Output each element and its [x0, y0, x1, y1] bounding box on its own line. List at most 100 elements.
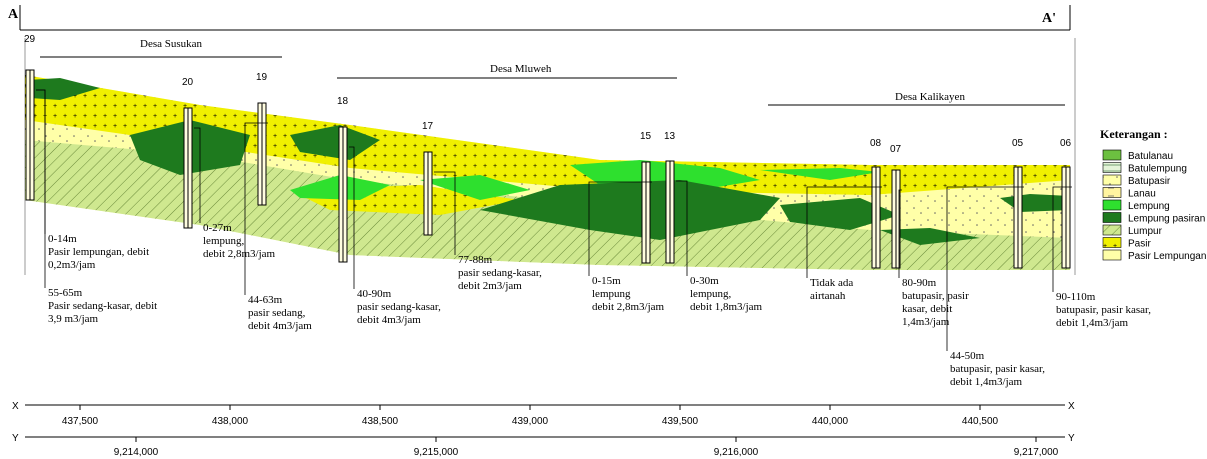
annotation: Tidak ada [810, 277, 853, 289]
annotation: debit 2m3/jam [458, 280, 522, 292]
well-label: 05 [1012, 138, 1024, 149]
annotation: Pasir sedang-kasar, debit [48, 300, 157, 312]
well-label: 29 [24, 34, 36, 45]
layer-lempung [760, 168, 880, 180]
leader-line [898, 189, 902, 278]
annotation: lempung, [690, 288, 731, 300]
legend-swatch [1102, 174, 1122, 186]
annotation: debit 4m3/jam [248, 320, 312, 332]
y-tick-label: 9,217,000 [1014, 447, 1059, 458]
leader-line [676, 180, 688, 276]
leader-line [1052, 186, 1072, 292]
annotation: 1,4m3/jam [902, 316, 950, 328]
village-label: Desa Susukan [140, 38, 203, 50]
section-start: A [8, 7, 19, 22]
annotation: pasir sedang, [248, 307, 306, 319]
y-axis-label: Y [12, 433, 19, 444]
x-tick-label: 439,500 [662, 416, 699, 427]
legend-swatch [1102, 237, 1122, 248]
legend-swatch [1102, 249, 1122, 261]
legend-swatch [1102, 199, 1122, 211]
annotation: 3,9 m3/jam [48, 313, 99, 325]
x-tick-label: 437,500 [62, 416, 99, 427]
legend-swatch [1102, 212, 1122, 223]
annotation: 90-110m [1056, 291, 1096, 303]
annotation: debit 1,4m3/jam [1056, 317, 1129, 329]
annotation: 77-88m [458, 254, 493, 266]
annotation: 40-90m [357, 288, 392, 300]
layer-pasir [25, 75, 1070, 195]
annotation: 0-14m [48, 233, 77, 245]
legend-item: Pasir [1128, 239, 1151, 250]
leader-line [434, 171, 456, 255]
well-label: 15 [640, 131, 652, 142]
annotation: 55-65m [48, 287, 83, 299]
legend-item: Lanau [1128, 189, 1156, 200]
annotation: 0-30m [690, 275, 719, 287]
legend-item: Lempung [1128, 201, 1170, 212]
annotation: 0-15m [592, 275, 621, 287]
layer-lempung [420, 175, 530, 200]
leader-line [946, 186, 1024, 351]
legend-swatch [1102, 224, 1122, 236]
legend-swatch [1102, 162, 1122, 173]
leader-line [194, 127, 201, 223]
leader-line [349, 146, 355, 289]
annotation: kasar, debit [902, 303, 952, 315]
well-label: 18 [337, 96, 349, 107]
well-label: 06 [1060, 138, 1072, 149]
well-label: 13 [664, 131, 676, 142]
layer-lempung-pasiran [480, 180, 780, 240]
x-axis-label: X [12, 401, 19, 412]
legend-swatch [1102, 187, 1122, 198]
leader-line [806, 186, 882, 278]
layer-lempung-pasiran [880, 228, 980, 245]
annotation: 0-27m [203, 222, 232, 234]
legend-item: Batulempung [1128, 164, 1187, 175]
annotation: debit 2,8m3/jam [592, 301, 665, 313]
well-label: 08 [870, 138, 882, 149]
annotation: pasir sedang-kasar, [458, 267, 542, 279]
leader-line [244, 122, 268, 295]
layer-lempung-pasiran [290, 125, 380, 160]
legend-item: Lumpur [1128, 226, 1163, 237]
legend-item: Pasir Lempungan [1128, 251, 1206, 262]
x-tick-label: 438,500 [362, 416, 399, 427]
annotation: batupasir, pasir kasar, [1056, 304, 1151, 316]
well-label: 19 [256, 72, 268, 83]
x-tick-label: 438,000 [212, 416, 249, 427]
layer-lempung [570, 160, 760, 190]
layer-lempung-pasiran [28, 78, 100, 100]
x-tick-label: 440,500 [962, 416, 999, 427]
annotation: debit 2,8m3/jam [203, 248, 276, 260]
leader-line [36, 89, 46, 288]
legend-swatch [1102, 149, 1122, 161]
y-tick-label: 9,215,000 [414, 447, 459, 458]
annotation: airtanah [810, 290, 846, 302]
annotation: Pasir lempungan, debit [48, 246, 149, 258]
legend-item: Lempung pasiran [1128, 214, 1205, 225]
village-label: Desa Mluweh [490, 63, 552, 75]
well-label: 07 [890, 144, 902, 155]
legend-item: Batulanau [1128, 151, 1173, 162]
annotation: 44-50m [950, 350, 985, 362]
legend-item: Batupasir [1128, 176, 1171, 187]
x-tick-label: 440,000 [812, 416, 849, 427]
annotation: 80-90m [902, 277, 937, 289]
annotation: debit 1,4m3/jam [950, 376, 1023, 388]
village-label: Desa Kalikayen [895, 91, 965, 103]
annotation: lempung, [203, 235, 244, 247]
annotation: batupasir, pasir kasar, [950, 363, 1045, 375]
y-axis-label: Y [1068, 433, 1075, 444]
annotation: lempung [592, 288, 631, 300]
x-tick-label: 439,000 [512, 416, 549, 427]
annotation: pasir sedang-kasar, [357, 301, 441, 313]
y-tick-label: 9,214,000 [114, 447, 159, 458]
annotation: debit 1,8m3/jam [690, 301, 763, 313]
legend-title: Keterangan : [1100, 127, 1168, 141]
well-label: 20 [182, 77, 194, 88]
well-label: 17 [422, 121, 434, 132]
annotation: batupasir, pasir [902, 290, 969, 302]
section-end: A' [1042, 11, 1056, 26]
